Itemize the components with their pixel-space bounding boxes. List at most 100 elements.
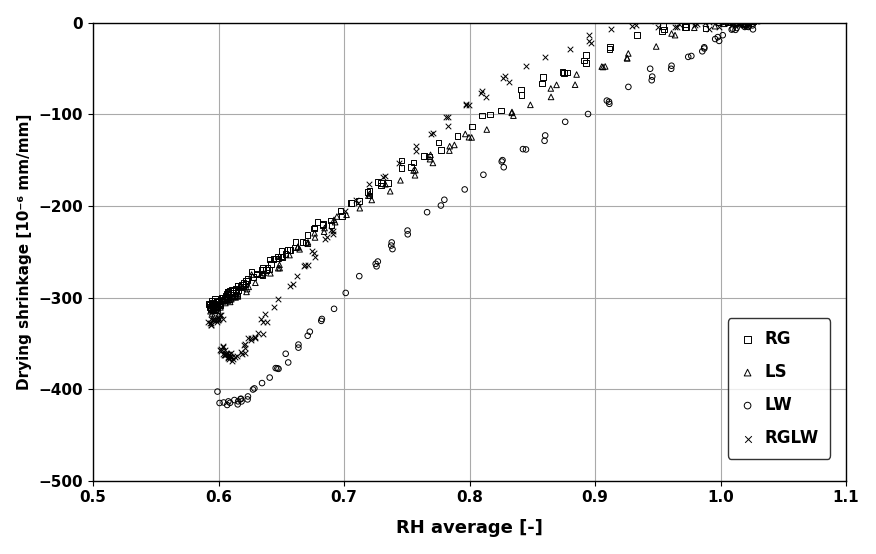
RG	[514, 90, 528, 99]
LW	[216, 398, 230, 407]
LS	[242, 283, 256, 291]
RG	[231, 285, 245, 294]
LS	[353, 204, 367, 213]
RGLW	[220, 350, 234, 358]
LS	[231, 292, 245, 301]
LS	[272, 264, 286, 273]
RG	[555, 68, 569, 76]
LS	[406, 166, 420, 175]
RGLW	[299, 260, 313, 269]
RGLW	[478, 93, 492, 102]
RG	[494, 106, 508, 115]
RGLW	[213, 346, 227, 355]
RG	[579, 50, 593, 59]
LW	[684, 52, 698, 60]
LS	[214, 296, 228, 305]
LW	[281, 358, 295, 367]
RG	[212, 300, 226, 309]
LW	[747, 18, 761, 27]
LS	[208, 306, 222, 315]
RGLW	[215, 342, 230, 351]
RGLW	[307, 249, 321, 258]
RGLW	[350, 198, 364, 207]
RG	[745, 17, 759, 25]
RG	[280, 246, 294, 255]
LS	[203, 307, 217, 316]
RG	[279, 250, 293, 259]
LS	[211, 302, 225, 311]
LW	[352, 271, 366, 280]
RGLW	[672, 19, 686, 28]
RG	[230, 291, 244, 300]
RGLW	[604, 24, 618, 33]
LW	[434, 201, 448, 210]
RG	[678, 19, 692, 28]
RGLW	[519, 62, 533, 71]
RG	[576, 56, 590, 65]
RG	[205, 299, 219, 307]
LW	[737, 20, 751, 29]
LW	[602, 98, 616, 106]
LS	[244, 270, 258, 279]
RG	[299, 238, 313, 247]
LS	[480, 125, 494, 134]
RG	[238, 280, 252, 289]
RGLW	[237, 341, 251, 350]
LS	[717, 19, 731, 28]
RG	[274, 247, 288, 255]
LS	[317, 224, 331, 233]
LS	[219, 291, 233, 300]
RGLW	[459, 100, 473, 109]
RGLW	[731, 20, 745, 29]
LS	[227, 293, 241, 301]
RG	[432, 138, 446, 147]
RGLW	[668, 23, 682, 32]
RGLW	[496, 74, 510, 83]
LS	[327, 216, 341, 224]
LW	[247, 384, 261, 393]
LS	[568, 80, 582, 89]
LS	[224, 295, 238, 304]
LS	[211, 304, 225, 312]
LW	[371, 257, 385, 266]
RG	[223, 286, 237, 295]
RG	[450, 131, 464, 140]
RGLW	[582, 31, 596, 40]
RGLW	[442, 112, 456, 121]
RG	[465, 122, 479, 131]
LS	[688, 23, 702, 32]
LW	[213, 398, 227, 407]
LW	[742, 19, 756, 28]
RG	[656, 22, 670, 30]
LW	[271, 364, 285, 373]
RGLW	[219, 350, 233, 359]
LS	[301, 238, 315, 247]
RG	[221, 287, 235, 296]
LS	[361, 191, 375, 200]
RGLW	[689, 20, 703, 29]
LW	[369, 259, 383, 268]
LS	[254, 270, 268, 279]
RGLW	[740, 19, 754, 28]
RG	[560, 68, 574, 77]
RG	[288, 238, 302, 247]
LS	[363, 189, 377, 198]
RG	[316, 219, 330, 228]
RG	[603, 43, 617, 52]
RGLW	[362, 179, 376, 188]
LS	[621, 49, 635, 58]
RGLW	[212, 315, 226, 324]
RGLW	[206, 316, 220, 325]
LS	[393, 176, 407, 184]
RG	[711, 18, 725, 27]
LS	[205, 309, 219, 318]
RGLW	[238, 348, 252, 357]
LS	[737, 19, 751, 28]
RGLW	[426, 129, 440, 137]
LS	[569, 70, 583, 79]
LS	[230, 288, 244, 296]
LS	[206, 306, 220, 315]
LW	[246, 385, 260, 394]
RGLW	[204, 321, 218, 330]
RGLW	[712, 22, 726, 31]
